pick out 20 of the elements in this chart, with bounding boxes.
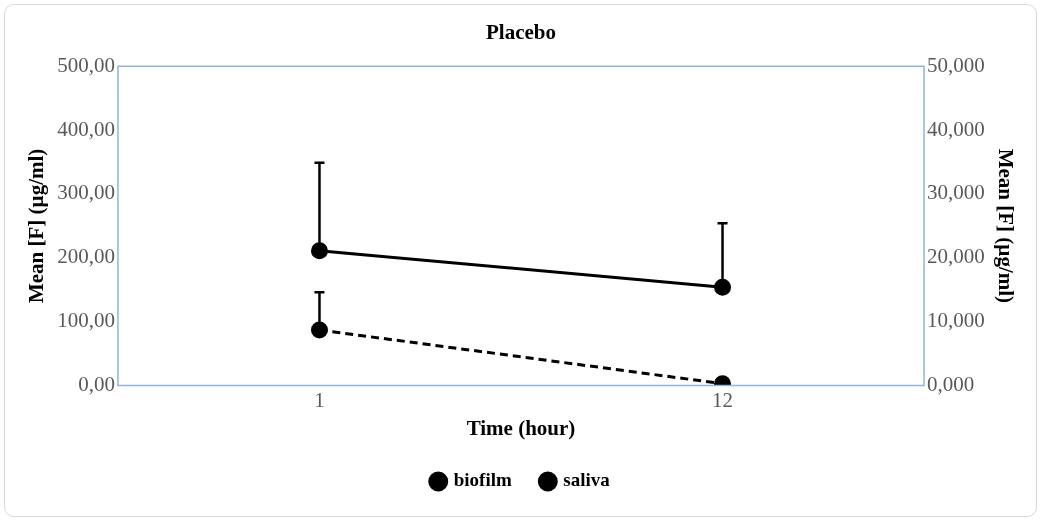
y2-tick-label: 40,000 <box>927 116 985 141</box>
legend-label: biofilm <box>453 469 512 491</box>
x-tick-label: 1 <box>314 387 325 412</box>
y-tick-label: 100,00 <box>57 308 115 333</box>
y-tick-label: 200,00 <box>57 244 115 269</box>
y2-axis-title: Mean [F] (µg/ml) <box>993 148 1018 304</box>
y2-tick-label: 30,000 <box>927 180 985 205</box>
legend-label: saliva <box>563 469 611 491</box>
x-tick-label: 12 <box>712 387 734 412</box>
y2-tick-label: 50,000 <box>927 52 985 77</box>
y-tick-label: 300,00 <box>57 180 115 205</box>
y-axis-title: Mean [F] (µg/ml) <box>24 148 49 304</box>
chart-title: Placebo <box>486 20 556 45</box>
y-tick-label: 500,00 <box>57 52 115 77</box>
y2-tick-label: 0,000 <box>927 372 975 397</box>
y2-tick-label: 10,000 <box>927 308 985 333</box>
y2-tick-label: 20,000 <box>927 244 985 269</box>
y-tick-label: 400,00 <box>57 116 115 141</box>
x-axis-title: Time (hour) <box>466 415 576 440</box>
y-tick-label: 0,00 <box>78 372 115 397</box>
